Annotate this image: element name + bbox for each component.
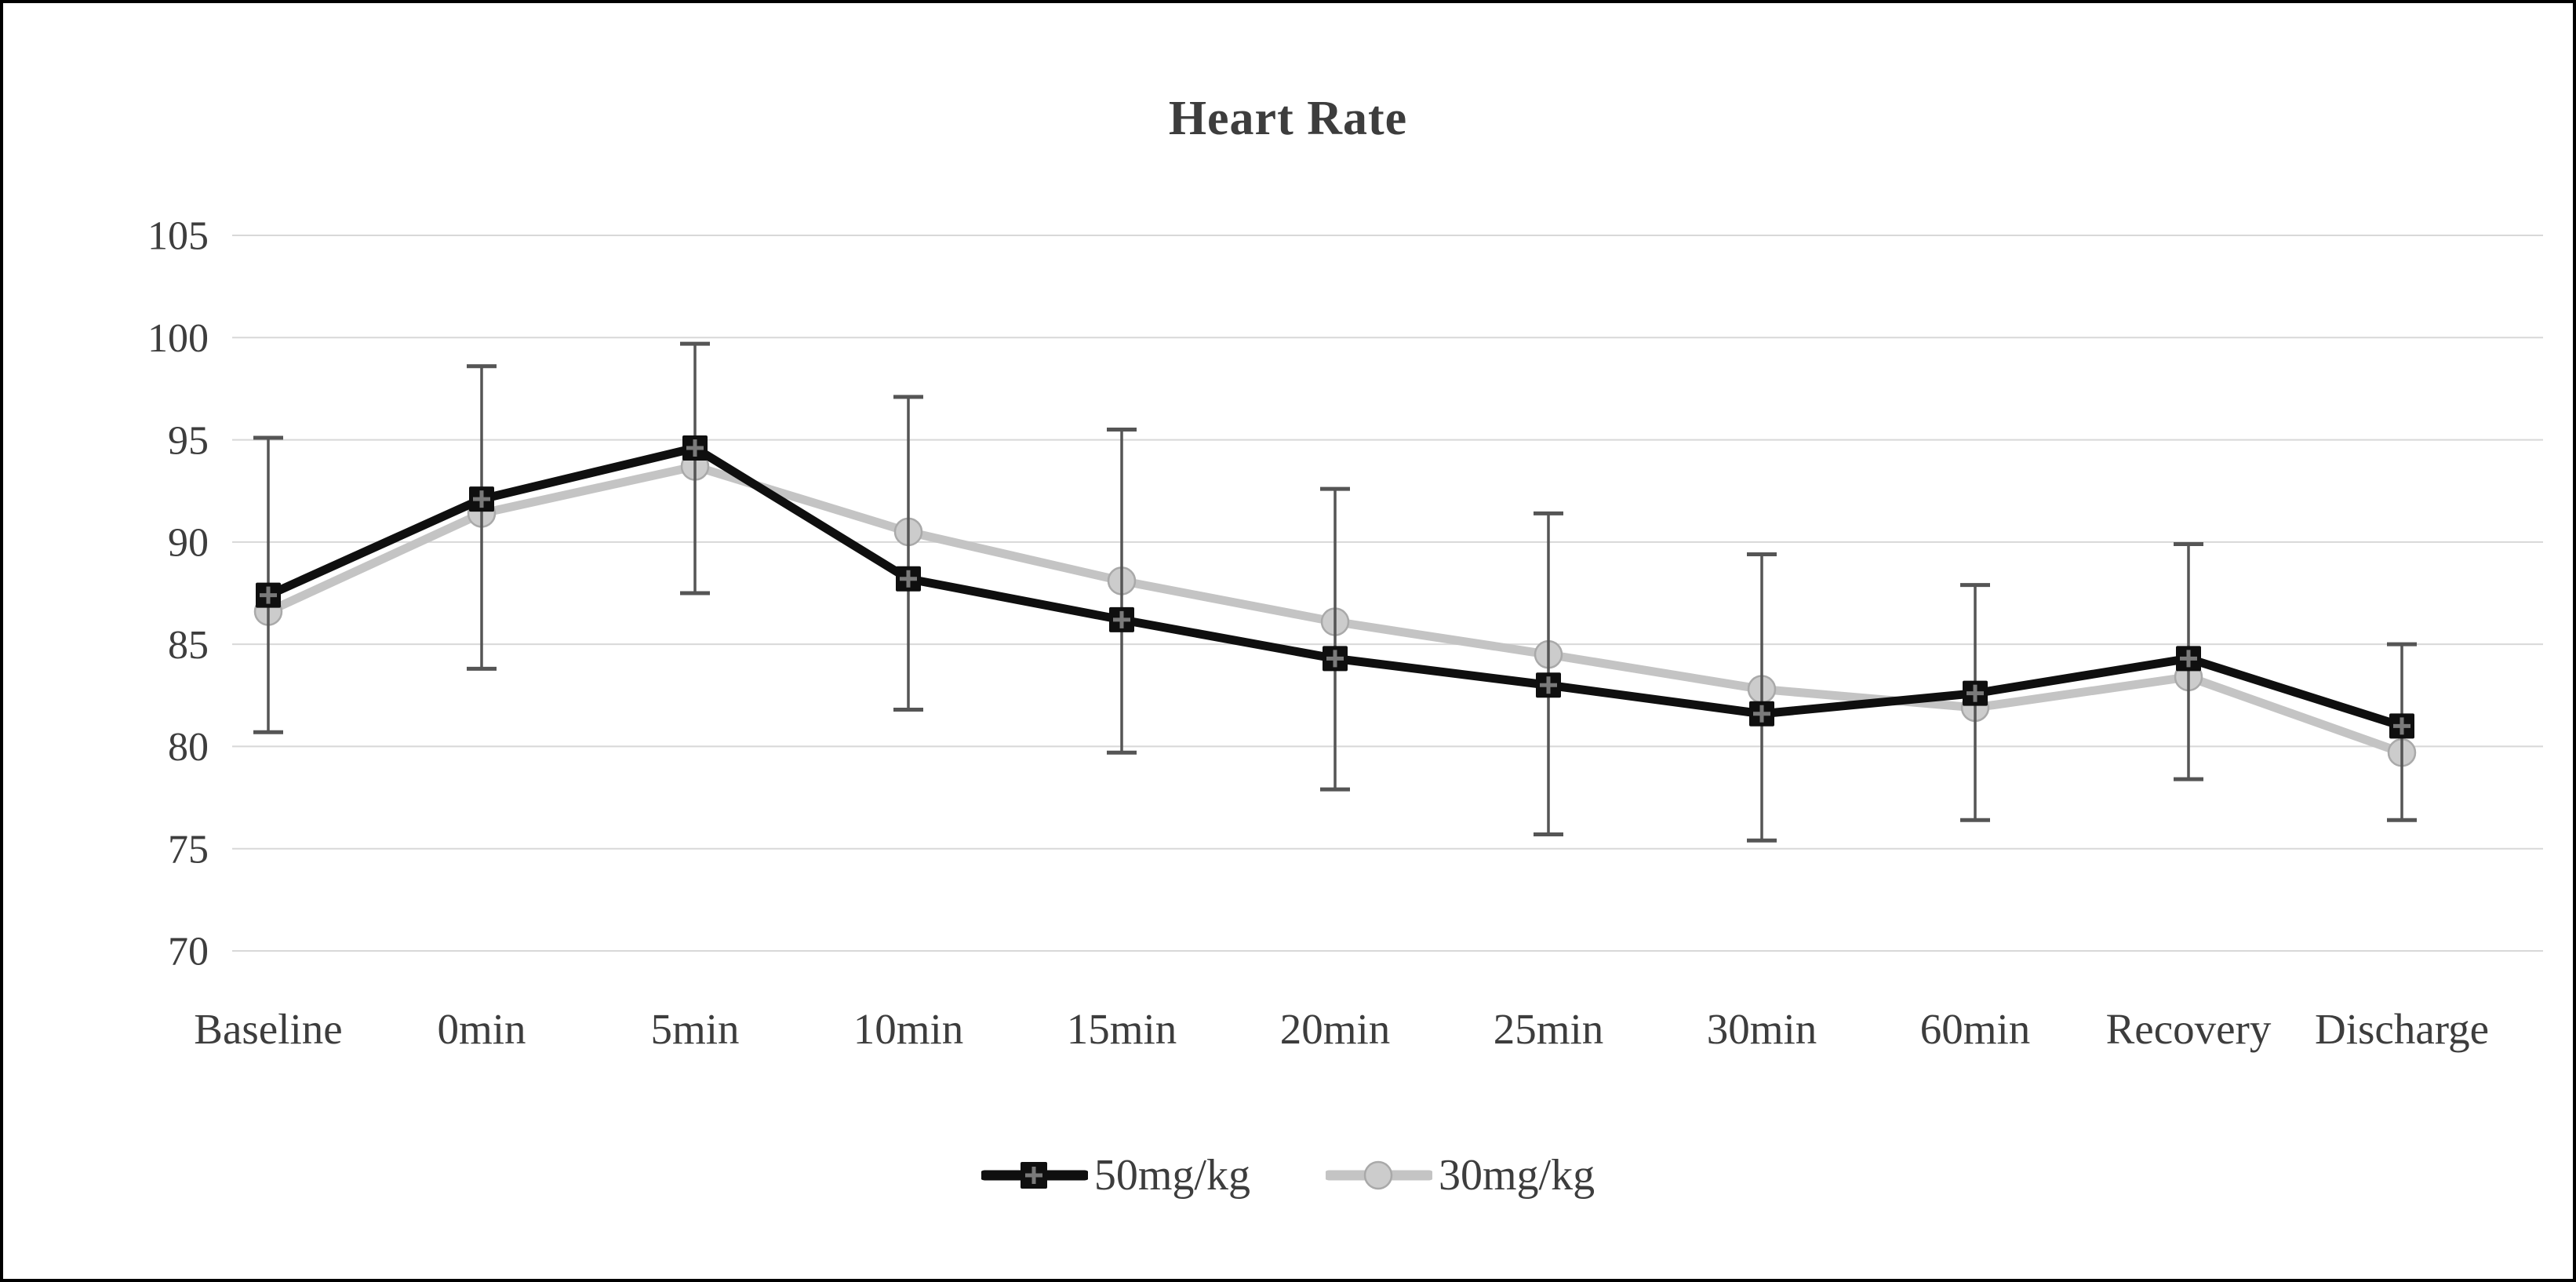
y-tick-label-100: 100	[147, 316, 209, 361]
y-tick-label-90: 90	[168, 521, 209, 566]
y-tick-label-85: 85	[168, 623, 209, 668]
x-tick-label-recovery: Recovery	[2106, 1005, 2272, 1053]
y-tick-label-70: 70	[168, 930, 209, 974]
y-tick-label-75: 75	[168, 827, 209, 872]
legend-marker-30mgkg-icon	[1326, 1160, 1432, 1190]
legend-label-50mgkg: 50mg/kg	[1093, 1151, 1250, 1200]
x-tick-label-30min: 30min	[1707, 1005, 1817, 1053]
y-tick-label-105: 105	[147, 214, 209, 259]
x-tick-label-60min: 60min	[1920, 1005, 2031, 1053]
chart-title: Heart Rate	[1168, 92, 1408, 145]
x-tick-label-baseline: Baseline	[194, 1005, 342, 1053]
legend-marker-50mgkg-icon	[981, 1162, 1088, 1189]
x-tick-label-20min: 20min	[1280, 1005, 1391, 1053]
legend-item-50mgkg: 50mg/kg	[981, 1150, 1250, 1200]
y-tick-label-95: 95	[168, 418, 209, 463]
plot-area: 105 100 95 90 85 80 75 70 Baseline 0min 5min 10min 1…	[147, 214, 2543, 1053]
x-tick-label-discharge: Discharge	[2315, 1005, 2489, 1053]
x-tick-label-15min: 15min	[1067, 1005, 1177, 1053]
y-tick-label-80: 80	[168, 725, 209, 770]
legend-label-30mgkg: 30mg/kg	[1439, 1151, 1595, 1200]
legend: 50mg/kg 30mg/kg	[3, 1150, 2573, 1200]
x-tick-label-0min: 0min	[437, 1005, 526, 1053]
x-tick-label-25min: 25min	[1494, 1005, 1604, 1053]
legend-item-30mgkg: 30mg/kg	[1326, 1150, 1595, 1200]
x-tick-label-5min: 5min	[650, 1005, 739, 1053]
x-tick-label-10min: 10min	[853, 1005, 964, 1053]
